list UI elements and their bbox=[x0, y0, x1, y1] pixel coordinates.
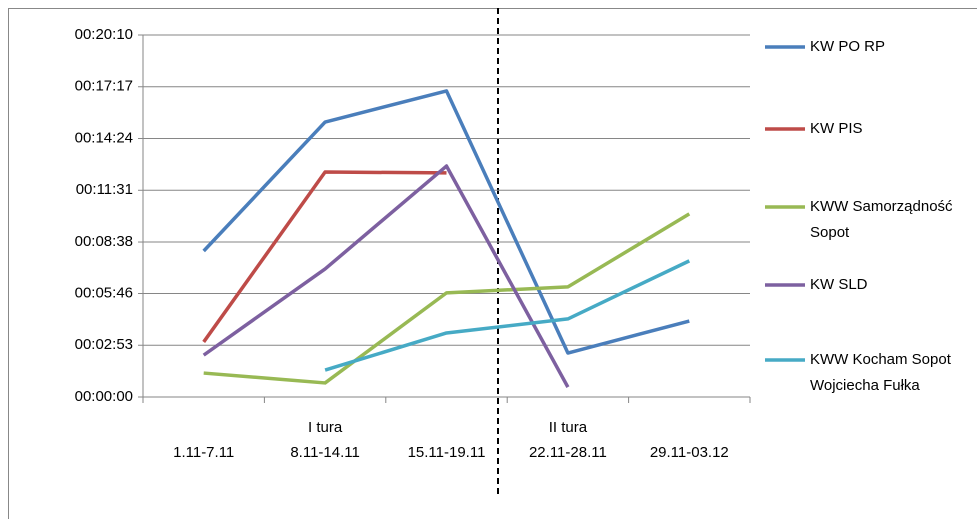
x-tick-label: 15.11-19.11 bbox=[408, 444, 486, 461]
legend-label: KW SLD bbox=[810, 276, 868, 293]
legend-label: KWW Samorządność Sopot bbox=[810, 198, 953, 241]
legend-label: KW PO RP bbox=[810, 38, 886, 55]
legend-label: KWW Kocham Sopot Wojciecha Fułka bbox=[810, 351, 951, 394]
series-line bbox=[202, 164, 570, 388]
x-tick-label: 8.11-14.11 bbox=[290, 444, 360, 461]
y-tick-label: 00:20:10 bbox=[75, 26, 133, 43]
series-line bbox=[324, 259, 691, 372]
y-tick-label: 00:11:31 bbox=[76, 181, 133, 198]
series-line bbox=[202, 170, 447, 343]
y-tick-label: 00:00:00 bbox=[75, 388, 133, 405]
y-tick-label: 00:02:53 bbox=[75, 336, 133, 353]
x-tick-label: 22.11-28.11 bbox=[529, 444, 607, 461]
y-tick-label: 00:08:38 bbox=[75, 233, 133, 250]
series-line bbox=[203, 212, 691, 385]
annotation: II tura bbox=[549, 419, 588, 436]
y-tick-label: 00:14:24 bbox=[75, 129, 133, 146]
annotation: I tura bbox=[308, 419, 343, 436]
series-line bbox=[202, 89, 690, 355]
x-tick-label: 29.11-03.12 bbox=[650, 444, 729, 461]
chart-border bbox=[8, 8, 977, 519]
legend-label: KW PIS bbox=[810, 120, 863, 137]
y-tick-label: 00:05:46 bbox=[75, 284, 133, 301]
x-tick-label: 1.11-7.11 bbox=[173, 444, 234, 461]
y-tick-label: 00:17:17 bbox=[75, 78, 133, 95]
